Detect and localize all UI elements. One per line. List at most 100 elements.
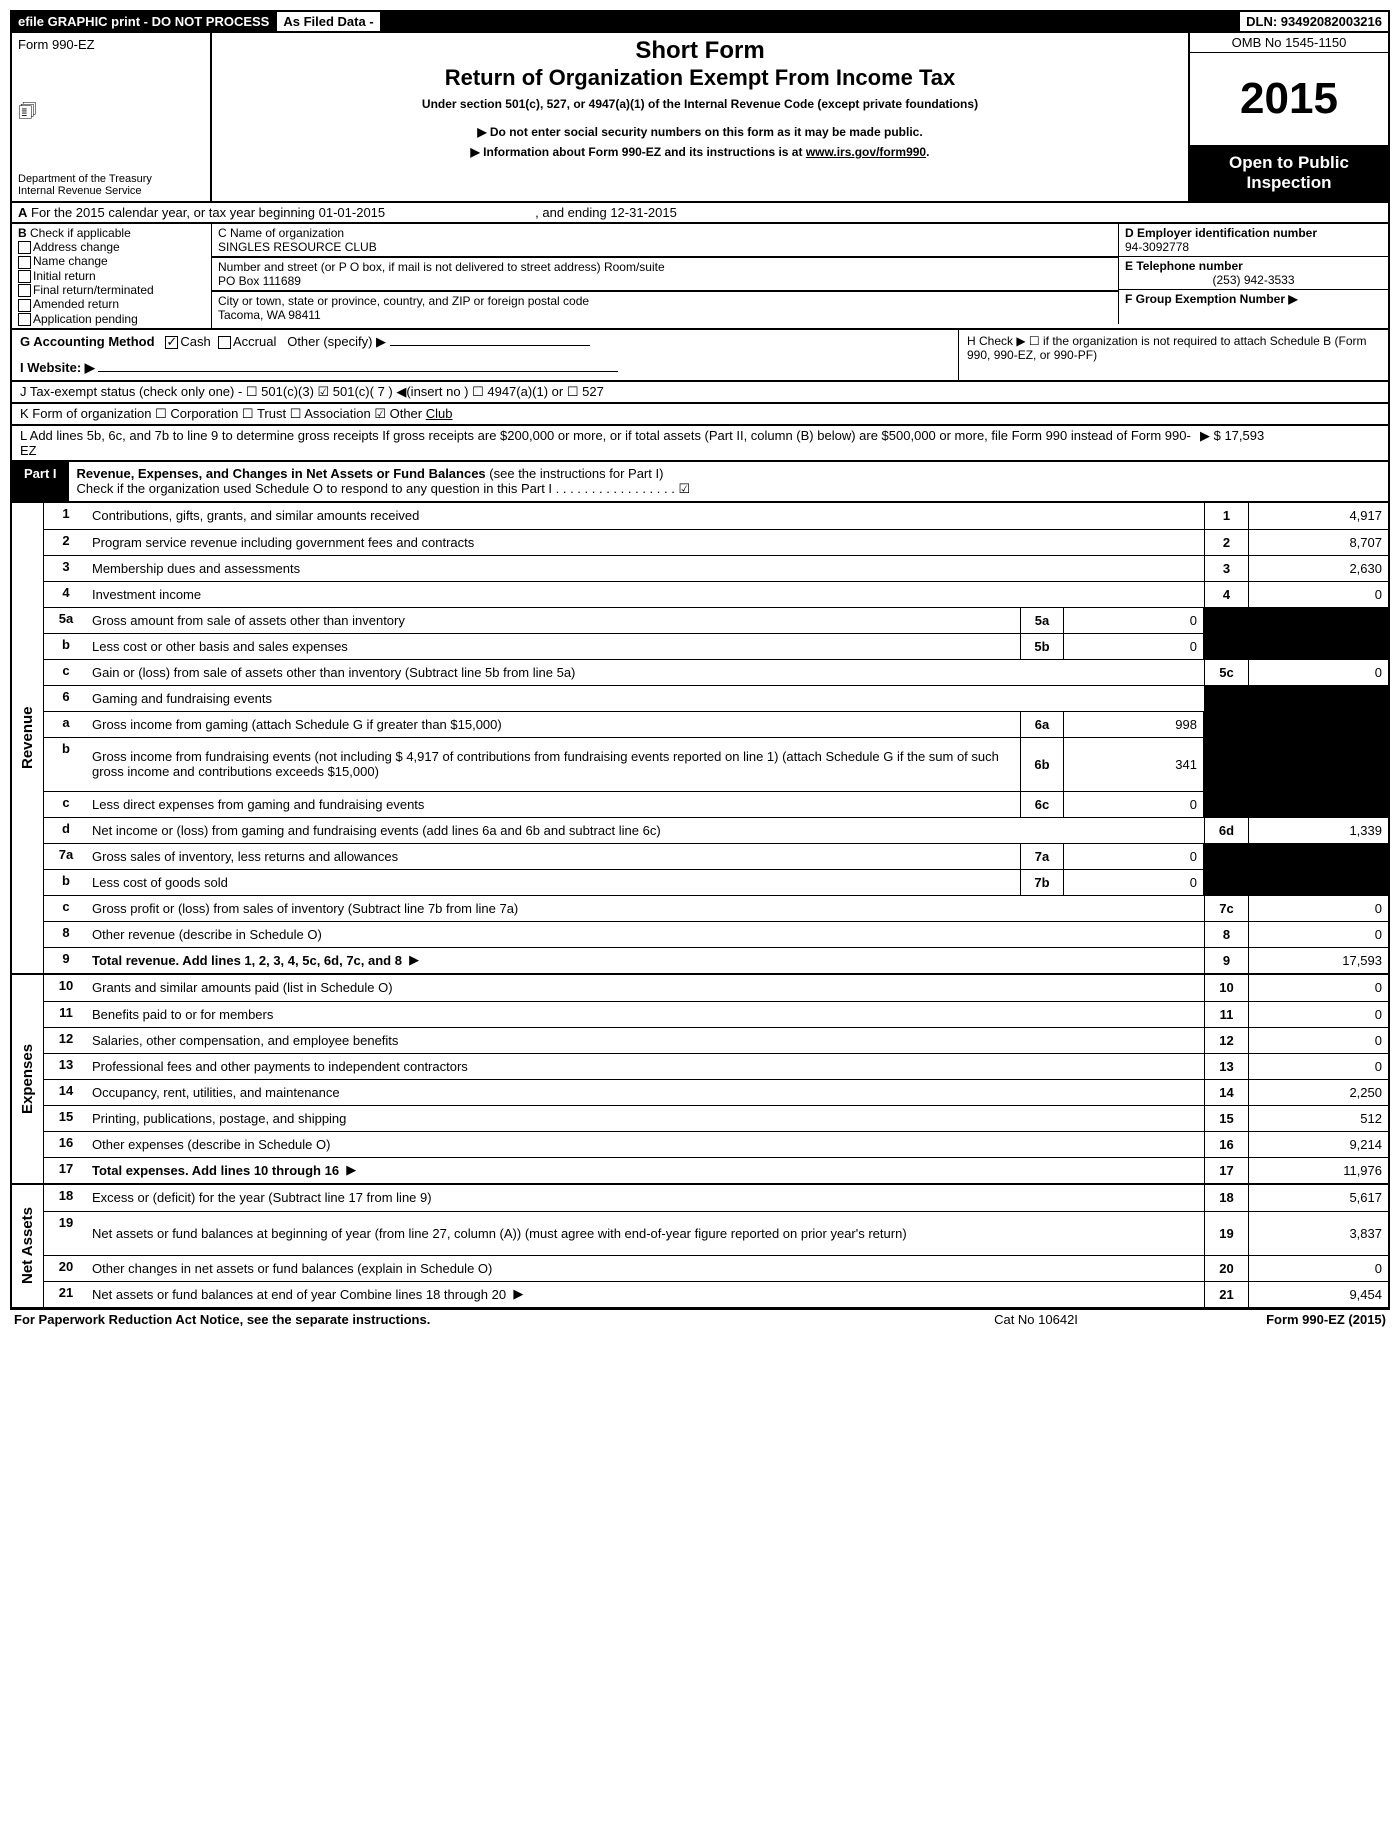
row-a: A For the 2015 calendar year, or tax yea…	[10, 203, 1390, 224]
line-6-shade	[1204, 686, 1248, 711]
line-3-val: 2,630	[1248, 556, 1388, 581]
line-14-num: 14	[44, 1080, 88, 1105]
line-6d-val: 1,339	[1248, 818, 1388, 843]
l-value: ▶ $ 17,593	[1200, 428, 1380, 458]
line-16-desc: Other expenses (describe in Schedule O)	[88, 1132, 1204, 1157]
line-6b-num: b	[44, 738, 88, 791]
line-12-cnum: 12	[1204, 1028, 1248, 1053]
line-20-num: 20	[44, 1256, 88, 1281]
line-7a-shadeval	[1248, 844, 1388, 869]
checkbox-final[interactable]	[18, 284, 31, 297]
line-6d-cnum: 6d	[1204, 818, 1248, 843]
row-k: K Form of organization ☐ Corporation ☐ T…	[10, 404, 1390, 426]
opt-name: Name change	[33, 254, 108, 268]
d-label: D Employer identification number	[1125, 226, 1317, 240]
g-other: Other (specify) ▶	[287, 334, 386, 349]
line-6a-shade	[1204, 712, 1248, 737]
line-11-desc: Benefits paid to or for members	[88, 1002, 1204, 1027]
line-10-cnum: 10	[1204, 975, 1248, 1001]
line-9-num: 9	[44, 948, 88, 973]
footer-mid: Cat No 10642I	[886, 1312, 1186, 1327]
side-expenses: Expenses	[12, 975, 44, 1183]
line-20-val: 0	[1248, 1256, 1388, 1281]
line-6c-shade	[1204, 792, 1248, 817]
line-20-desc: Other changes in net assets or fund bala…	[88, 1256, 1204, 1281]
warn-info: ▶ Information about Form 990-EZ and its …	[471, 145, 803, 159]
line-19-desc: Net assets or fund balances at beginning…	[88, 1212, 1204, 1255]
line-5a-desc: Gross amount from sale of assets other t…	[88, 608, 1020, 633]
tax-year: 2015	[1190, 53, 1388, 145]
line-8-cnum: 8	[1204, 922, 1248, 947]
line-5b-inum: 5b	[1020, 634, 1064, 659]
line-6-desc: Gaming and fundraising events	[88, 686, 1204, 711]
line-15-num: 15	[44, 1106, 88, 1131]
line-12-val: 0	[1248, 1028, 1388, 1053]
checkbox-initial[interactable]	[18, 270, 31, 283]
checkbox-amended[interactable]	[18, 299, 31, 312]
line-6c-inum: 6c	[1020, 792, 1064, 817]
line-11-num: 11	[44, 1002, 88, 1027]
part1-suffix: (see the instructions for Part I)	[489, 466, 663, 481]
line-7a-ival: 0	[1064, 844, 1204, 869]
irs-link[interactable]: www.irs.gov/form990	[806, 145, 926, 159]
line-7b-num: b	[44, 870, 88, 895]
line-6b-shadeval	[1248, 738, 1388, 791]
line-4-cnum: 4	[1204, 582, 1248, 607]
line-6d-num: d	[44, 818, 88, 843]
line-5a-shade	[1204, 608, 1248, 633]
section-bcdef: B Check if applicable Address change Nam…	[10, 224, 1390, 330]
omb-number: OMB No 1545-1150	[1190, 33, 1388, 53]
line-15-cnum: 15	[1204, 1106, 1248, 1131]
c-name-label: C Name of organization	[218, 226, 1112, 240]
line-5c-val: 0	[1248, 660, 1388, 685]
asfiled-label: As Filed Data -	[275, 12, 381, 31]
h-text: H Check ▶ ☐ if the organization is not r…	[958, 330, 1388, 380]
line-6a-ival: 998	[1064, 712, 1204, 737]
line-7b-shade	[1204, 870, 1248, 895]
line-5a-shadeval	[1248, 608, 1388, 633]
line-14-cnum: 14	[1204, 1080, 1248, 1105]
checkbox-cash[interactable]	[165, 336, 178, 349]
title-return: Return of Organization Exempt From Incom…	[220, 65, 1180, 91]
line-6b-ival: 341	[1064, 738, 1204, 791]
row-j: J Tax-exempt status (check only one) - ☐…	[10, 382, 1390, 404]
line-19-cnum: 19	[1204, 1212, 1248, 1255]
line-6a-num: a	[44, 712, 88, 737]
checkbox-pending[interactable]	[18, 313, 31, 326]
line-5b-shadeval	[1248, 634, 1388, 659]
line-9-val: 17,593	[1248, 948, 1388, 973]
dept-irs: Internal Revenue Service	[18, 185, 204, 197]
org-city: Tacoma, WA 98411	[218, 308, 1112, 322]
row-a-text: For the 2015 calendar year, or tax year …	[31, 205, 385, 220]
line-7c-cnum: 7c	[1204, 896, 1248, 921]
line-6-num: 6	[44, 686, 88, 711]
top-bar: efile GRAPHIC print - DO NOT PROCESS As …	[10, 10, 1390, 33]
opt-pending: Application pending	[33, 312, 138, 326]
line-7b-inum: 7b	[1020, 870, 1064, 895]
line-7b-ival: 0	[1064, 870, 1204, 895]
label-a: A	[18, 205, 27, 220]
line-5b-num: b	[44, 634, 88, 659]
line-15-val: 512	[1248, 1106, 1388, 1131]
line-13-desc: Professional fees and other payments to …	[88, 1054, 1204, 1079]
line-5b-shade	[1204, 634, 1248, 659]
part1-header: Part I Revenue, Expenses, and Changes in…	[10, 462, 1390, 503]
ein: 94-3092778	[1125, 240, 1382, 254]
checkbox-name-change[interactable]	[18, 256, 31, 269]
line-5c-desc: Gain or (loss) from sale of assets other…	[88, 660, 1204, 685]
line-3-num: 3	[44, 556, 88, 581]
line-6b-shade	[1204, 738, 1248, 791]
checkbox-address-change[interactable]	[18, 241, 31, 254]
open-public: Open to Public Inspection	[1190, 145, 1388, 201]
label-b: B	[18, 226, 27, 240]
top-blank	[382, 12, 1240, 31]
side-revenue: Revenue	[12, 503, 44, 973]
line-14-desc: Occupancy, rent, utilities, and maintena…	[88, 1080, 1204, 1105]
line-2-cnum: 2	[1204, 530, 1248, 555]
side-netassets: Net Assets	[12, 1185, 44, 1307]
line-14-val: 2,250	[1248, 1080, 1388, 1105]
phone: (253) 942-3533	[1125, 273, 1382, 287]
line-6d-desc: Net income or (loss) from gaming and fun…	[88, 818, 1204, 843]
checkbox-accrual[interactable]	[218, 336, 231, 349]
line-21-val: 9,454	[1248, 1282, 1388, 1307]
